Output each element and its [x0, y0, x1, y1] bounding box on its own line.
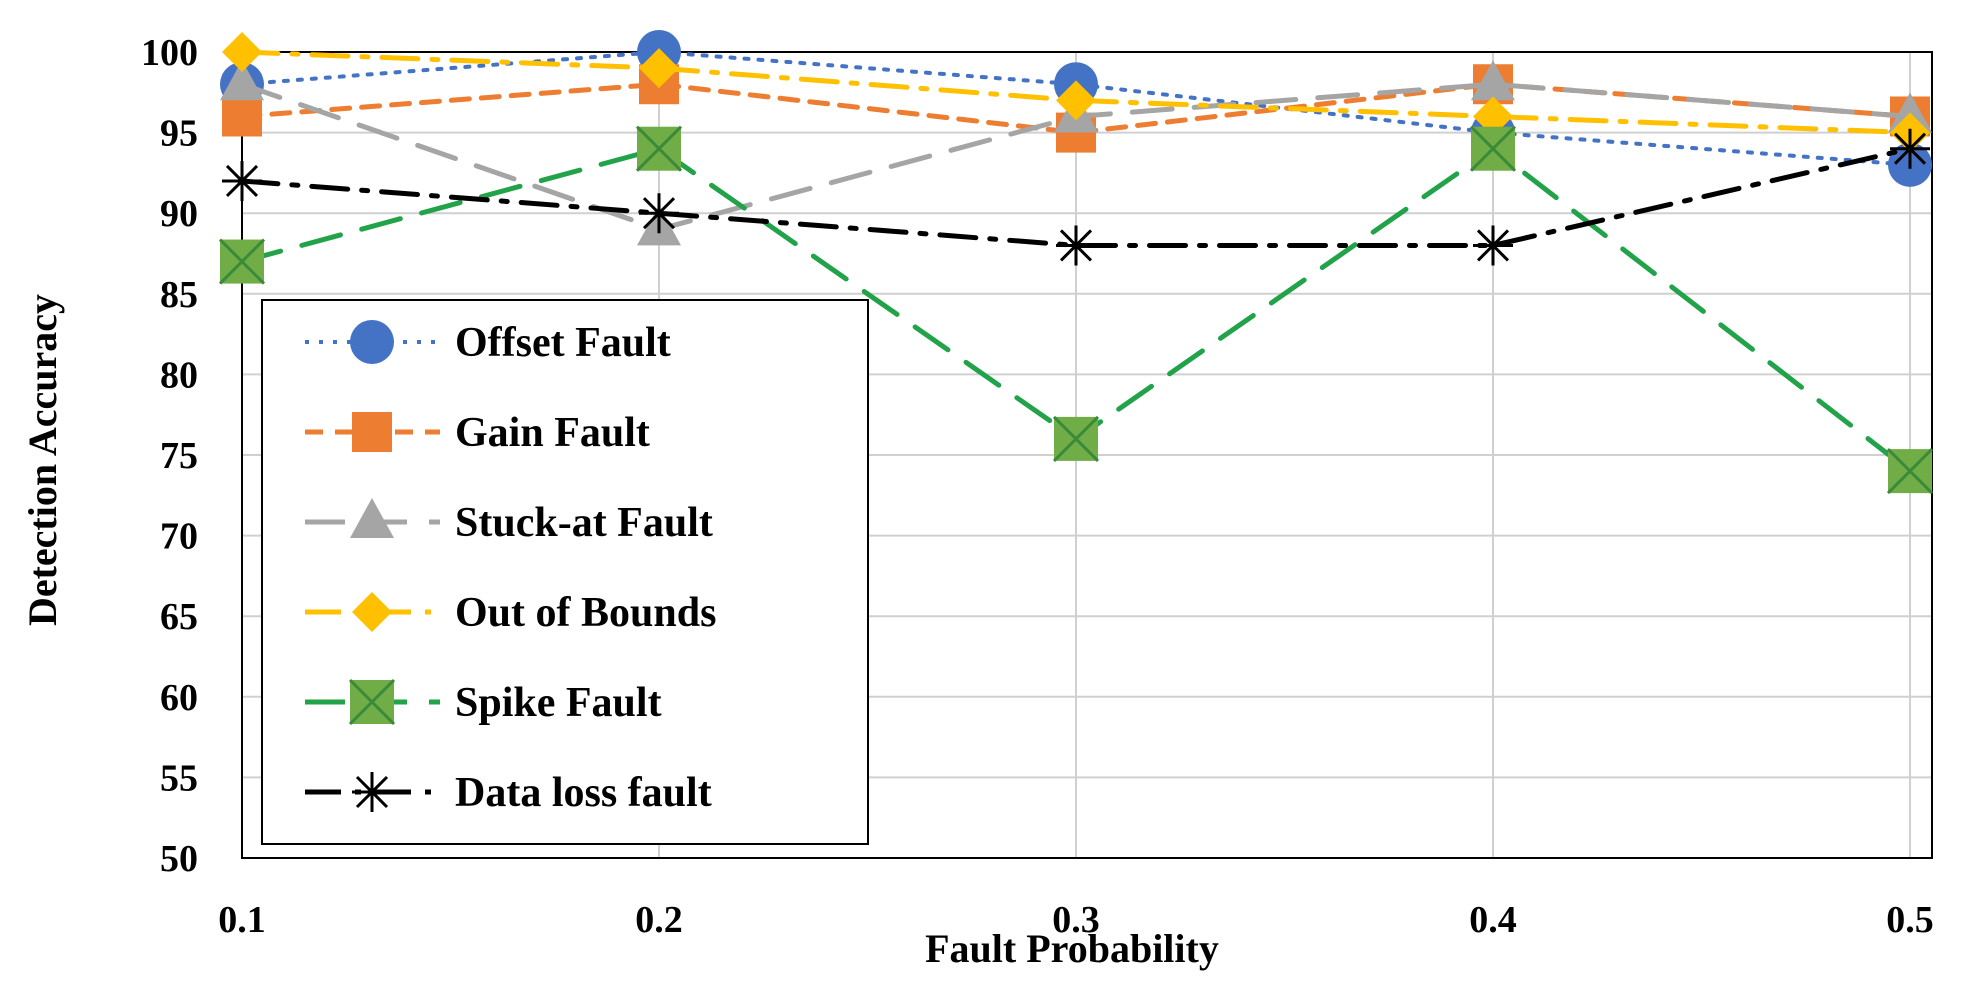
data-point-cross	[1052, 415, 1100, 462]
x-axis-title: Fault Probability	[925, 926, 1219, 971]
data-point	[1888, 92, 1932, 133]
data-point	[218, 238, 266, 285]
series-spike-fault	[218, 125, 1934, 495]
x-tick-label: 0.2	[635, 899, 683, 941]
data-point-cross	[1469, 125, 1517, 172]
data-point-star	[352, 772, 392, 812]
legend-label: Gain Fault	[455, 410, 650, 456]
tick-labels: 50 55 60 65 70 75 80 85 90 95 100 0.1 0.2 0.3 0.4 0.5	[141, 32, 1934, 941]
legend-label: Data loss fault	[455, 770, 712, 816]
legend-label: Offset Fault	[455, 320, 671, 366]
legend-item: Data loss fault	[305, 770, 712, 816]
series-line	[239, 146, 1913, 248]
y-tick-label: 80	[160, 354, 198, 396]
data-point	[1473, 225, 1513, 266]
data-point-star	[1056, 225, 1096, 266]
legend-item: Out of Bounds	[305, 590, 716, 636]
data-point	[348, 678, 396, 726]
y-tick-label: 70	[160, 516, 198, 558]
series-layer	[218, 30, 1934, 495]
data-point	[1469, 125, 1517, 172]
legend-item: Offset Fault	[305, 320, 671, 366]
data-point-cross	[1886, 448, 1934, 495]
series-data-loss-fault	[222, 128, 1930, 266]
data-point	[1056, 225, 1096, 266]
data-point	[352, 412, 392, 452]
data-point	[1471, 60, 1515, 101]
data-point	[635, 125, 683, 172]
y-axis-title: Detection Accuracy	[20, 294, 65, 626]
legend-item: Gain Fault	[305, 410, 650, 456]
y-tick-label: 85	[160, 274, 198, 316]
data-point	[350, 498, 394, 538]
data-point	[1886, 448, 1934, 495]
x-tick-label: 0.1	[218, 899, 266, 941]
data-point	[1052, 415, 1100, 462]
data-point-star	[1890, 128, 1930, 169]
legend: Offset Fault Gain Fault Stuck-at Fault Out …	[261, 299, 869, 845]
data-point	[222, 160, 262, 201]
legend-label: Spike Fault	[455, 680, 662, 726]
data-point-star	[222, 160, 262, 201]
data-point	[352, 772, 392, 812]
data-point	[222, 96, 262, 137]
y-tick-label: 55	[160, 757, 198, 799]
legend-item: Spike Fault	[305, 678, 662, 726]
legend-label: Out of Bounds	[455, 590, 716, 636]
data-point	[350, 320, 394, 364]
legend-label: Stuck-at Fault	[455, 500, 713, 546]
y-tick-label: 50	[160, 838, 198, 880]
series-line	[239, 49, 1913, 136]
data-point	[1890, 128, 1930, 169]
data-point	[1473, 96, 1513, 137]
y-tick-label: 75	[160, 435, 198, 477]
data-point-cross	[218, 238, 266, 285]
x-tick-label: 0.4	[1469, 899, 1517, 941]
data-point-star	[1473, 225, 1513, 266]
data-point-cross	[635, 125, 683, 172]
y-tick-label: 90	[160, 193, 198, 235]
data-point-star	[639, 193, 679, 234]
y-tick-label: 100	[141, 32, 198, 74]
y-tick-label: 95	[160, 113, 198, 155]
data-point	[352, 592, 392, 632]
y-tick-label: 60	[160, 677, 198, 719]
data-point	[1056, 80, 1096, 121]
data-point	[639, 48, 679, 89]
legend-box	[261, 299, 869, 845]
x-tick-label: 0.5	[1886, 899, 1934, 941]
legend-item: Stuck-at Fault	[305, 498, 713, 546]
data-point	[222, 32, 262, 72]
y-tick-label: 65	[160, 596, 198, 638]
data-point-cross	[348, 678, 396, 726]
data-point	[639, 193, 679, 234]
x-tick-label: 0.3	[1052, 899, 1100, 941]
data-point	[220, 60, 264, 101]
